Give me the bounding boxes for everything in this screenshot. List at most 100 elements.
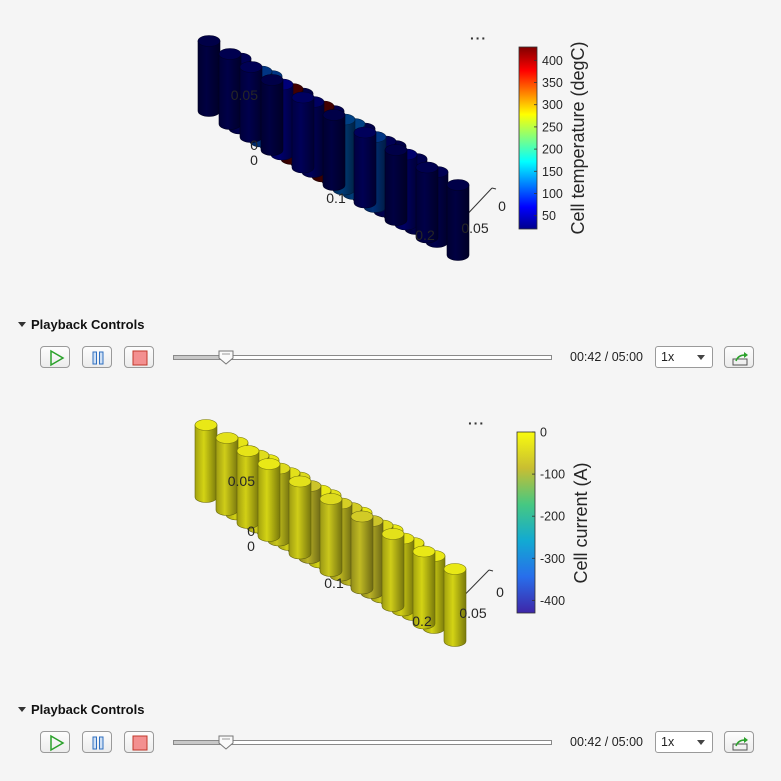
playback-controls-title: Playback Controls — [31, 317, 145, 332]
y-tick-label: 0 — [498, 198, 506, 214]
x-tick-label: 0 — [247, 538, 255, 554]
export-icon — [732, 352, 748, 366]
colorbar: 0 -100 -200 -300 -400 Cell current (A) — [516, 426, 591, 614]
z-tick-label: 0 — [247, 523, 255, 539]
cell-cylinder — [415, 161, 439, 244]
cell-cylinder — [322, 109, 346, 191]
cell-cylinder — [319, 493, 343, 577]
pause-icon — [92, 736, 104, 750]
colorbar-tick-label: 0 — [540, 426, 547, 440]
chevron-down-icon — [697, 740, 705, 745]
stop-button[interactable] — [124, 346, 154, 368]
y-tick-label: 0.05 — [459, 605, 486, 621]
cell-cylinder — [239, 61, 263, 143]
pause-button[interactable] — [82, 731, 112, 753]
cell-cylinder — [218, 48, 242, 130]
stop-icon — [132, 735, 148, 751]
z-tick-label: 0.05 — [228, 473, 255, 489]
colorbar-tick-label: -400 — [540, 594, 565, 608]
ellipsis-icon[interactable]: ··· — [468, 415, 485, 431]
cell-array — [194, 419, 467, 647]
time-display: 00:42 / 05:00 — [570, 735, 643, 749]
temperature-figure: ··· 0.05 0 0 0.1 0.2 0 0.05 400 350 300 250 200 150… — [0, 0, 781, 300]
colorbar-tick-label: -300 — [540, 552, 565, 566]
y-tick-label: 0 — [496, 584, 504, 600]
x-tick-label: 0.1 — [326, 190, 346, 206]
z-tick-label: 0.05 — [231, 87, 258, 103]
export-button[interactable] — [724, 346, 754, 368]
colorbar-tick-label: 50 — [542, 209, 556, 223]
cell-cylinder — [197, 35, 221, 117]
chevron-down-icon — [697, 355, 705, 360]
timeline-progress — [174, 741, 227, 744]
slider-thumb[interactable] — [218, 735, 234, 751]
collapse-caret-icon[interactable] — [18, 707, 26, 712]
stop-button[interactable] — [124, 731, 154, 753]
x-tick-label: 0.1 — [324, 575, 344, 591]
colorbar-gradient — [516, 431, 536, 614]
z-tick-label: 0 — [250, 137, 258, 153]
collapse-caret-icon[interactable] — [18, 322, 26, 327]
export-icon — [732, 737, 748, 751]
speed-value: 1x — [661, 735, 675, 749]
cell-cylinder — [288, 475, 312, 560]
time-display: 00:42 / 05:00 — [570, 350, 643, 364]
cell-cylinder — [260, 74, 284, 156]
cell-cylinder — [381, 528, 405, 612]
play-icon — [50, 734, 65, 752]
colorbar-tick-label: 200 — [542, 143, 563, 157]
cell-cylinder — [257, 458, 281, 542]
cell-cylinder — [291, 91, 315, 174]
pause-button[interactable] — [82, 346, 112, 368]
cell-cylinder — [446, 179, 470, 261]
playback-controls-header[interactable]: Playback Controls — [18, 317, 144, 332]
colorbar-label: Cell current (A) — [571, 462, 591, 583]
cell-cylinder — [412, 545, 436, 630]
colorbar-tick-label: 150 — [542, 165, 563, 179]
playback-controls-header[interactable]: Playback Controls — [18, 702, 144, 717]
stop-icon — [132, 350, 148, 366]
y-tick-label: 0.05 — [461, 220, 488, 236]
play-button[interactable] — [40, 346, 70, 368]
colorbar-label: Cell temperature (degC) — [568, 41, 588, 234]
cell-cylinder — [215, 432, 239, 516]
colorbar-tick-label: 100 — [542, 187, 563, 201]
play-icon — [50, 349, 65, 367]
cell-array — [197, 35, 470, 261]
export-button[interactable] — [724, 731, 754, 753]
x-tick-label: 0.2 — [415, 227, 435, 243]
cell-cylinder — [384, 144, 408, 226]
cell-cylinder — [350, 510, 374, 595]
colorbar-tick-label: -200 — [540, 510, 565, 524]
timeline-slider[interactable] — [173, 355, 552, 360]
timeline-slider[interactable] — [173, 740, 552, 745]
pause-icon — [92, 351, 104, 365]
ellipsis-icon[interactable]: ··· — [470, 30, 487, 46]
colorbar-tick-label: 250 — [542, 120, 563, 134]
cell-cylinder — [194, 419, 218, 503]
x-tick-label: 0.2 — [412, 613, 432, 629]
current-figure: ··· 0.05 0 0 0.1 0.2 0 0.05 0 -100 -200 -300 -400 C… — [0, 385, 781, 685]
slider-thumb[interactable] — [218, 350, 234, 366]
colorbar-gradient — [518, 46, 538, 230]
colorbar-tick-label: 300 — [542, 98, 563, 112]
timeline-progress — [174, 356, 227, 359]
speed-select[interactable]: 1x — [655, 346, 713, 368]
colorbar-tick-label: -100 — [540, 468, 565, 482]
y-tick-mark — [488, 569, 494, 572]
colorbar-tick-label: 350 — [542, 76, 563, 90]
speed-value: 1x — [661, 350, 675, 364]
x-tick-label: 0 — [250, 152, 258, 168]
cell-cylinder — [353, 126, 377, 209]
colorbar-tick-label: 400 — [542, 54, 563, 68]
play-button[interactable] — [40, 731, 70, 753]
playback-controls: 00:42 / 05:00 1x — [0, 346, 781, 370]
playback-controls: 00:42 / 05:00 1x — [0, 731, 781, 755]
colorbar: 400 350 300 250 200 150 100 50 Cell temperature … — [518, 41, 588, 235]
y-tick-mark — [491, 187, 497, 190]
speed-select[interactable]: 1x — [655, 731, 713, 753]
